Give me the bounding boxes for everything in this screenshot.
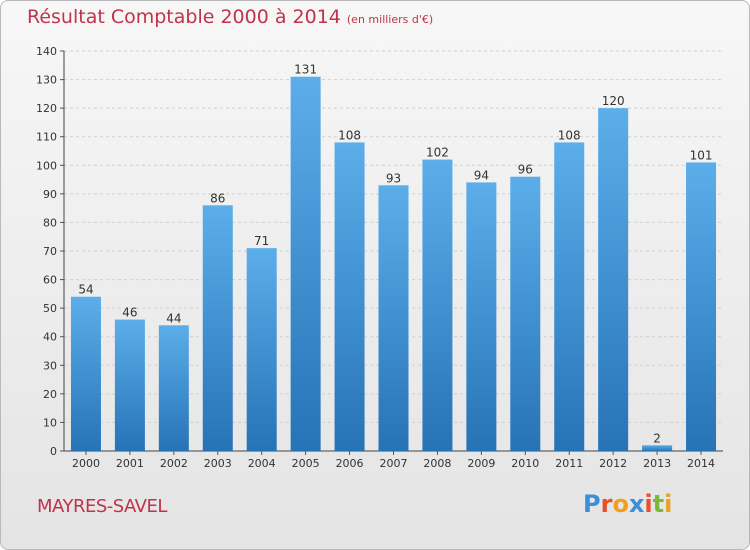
data-label: 101 bbox=[690, 148, 713, 162]
y-tick-label: 40 bbox=[43, 331, 57, 344]
y-tick-label: 140 bbox=[36, 45, 57, 58]
bar bbox=[246, 248, 277, 451]
x-tick-label: 2000 bbox=[72, 457, 100, 470]
y-tick-label: 80 bbox=[43, 216, 57, 229]
y-tick-label: 30 bbox=[43, 359, 57, 372]
data-label: 108 bbox=[558, 128, 581, 142]
data-label: 86 bbox=[210, 191, 225, 205]
logo-letter: P bbox=[583, 490, 601, 518]
data-label: 2 bbox=[653, 431, 661, 445]
title-main: Résultat Comptable 2000 à 2014 bbox=[27, 6, 341, 28]
bar bbox=[642, 445, 673, 451]
x-tick-label: 2004 bbox=[248, 457, 276, 470]
x-tick-label: 2002 bbox=[160, 457, 188, 470]
data-label: 94 bbox=[474, 168, 489, 182]
data-label: 120 bbox=[602, 94, 625, 108]
y-tick-label: 20 bbox=[43, 388, 57, 401]
bar bbox=[70, 296, 101, 451]
logo-letter: t bbox=[652, 490, 665, 518]
data-label: 96 bbox=[518, 163, 533, 177]
bar bbox=[466, 182, 497, 451]
logo-letter: i bbox=[664, 490, 673, 518]
y-tick-label: 0 bbox=[50, 445, 57, 458]
x-tick-label: 2014 bbox=[687, 457, 715, 470]
bar bbox=[334, 142, 365, 451]
x-tick-label: 2001 bbox=[116, 457, 144, 470]
x-tick-label: 2005 bbox=[292, 457, 320, 470]
x-tick-label: 2006 bbox=[336, 457, 364, 470]
data-label: 102 bbox=[426, 146, 449, 160]
bar bbox=[598, 108, 629, 452]
data-label: 93 bbox=[386, 171, 401, 185]
proxiti-logo: Proxiti bbox=[583, 490, 672, 518]
bar bbox=[202, 205, 233, 451]
chart-title: Résultat Comptable 2000 à 2014 (en millie… bbox=[27, 6, 433, 28]
bar bbox=[422, 159, 453, 452]
x-tick-label: 2012 bbox=[599, 457, 627, 470]
bar bbox=[158, 325, 189, 451]
y-tick-label: 110 bbox=[36, 131, 57, 144]
data-label: 131 bbox=[294, 63, 317, 77]
bar bbox=[510, 176, 541, 451]
bar bbox=[378, 185, 409, 452]
bar bbox=[290, 76, 321, 451]
commune-name: MAYRES-SAVEL bbox=[37, 496, 167, 517]
data-label: 71 bbox=[254, 234, 269, 248]
y-tick-label: 130 bbox=[36, 74, 57, 87]
y-tick-label: 50 bbox=[43, 302, 57, 315]
x-tick-label: 2007 bbox=[380, 457, 408, 470]
y-tick-label: 70 bbox=[43, 245, 57, 258]
y-tick-label: 10 bbox=[43, 416, 57, 429]
y-tick-label: 90 bbox=[43, 188, 57, 201]
title-subtitle: (en milliers d'€) bbox=[346, 13, 434, 26]
data-label: 44 bbox=[166, 311, 181, 325]
x-tick-label: 2011 bbox=[555, 457, 583, 470]
x-tick-label: 2010 bbox=[511, 457, 539, 470]
bar bbox=[554, 142, 585, 451]
logo-letter: x bbox=[628, 490, 645, 518]
x-tick-label: 2008 bbox=[423, 457, 451, 470]
logo-letter: r bbox=[600, 490, 613, 518]
y-tick-label: 100 bbox=[36, 159, 57, 172]
data-label: 108 bbox=[338, 128, 361, 142]
x-tick-label: 2003 bbox=[204, 457, 232, 470]
logo-letter: o bbox=[612, 490, 629, 518]
x-tick-label: 2013 bbox=[643, 457, 671, 470]
data-label: 46 bbox=[122, 306, 137, 320]
y-tick-label: 60 bbox=[43, 274, 57, 287]
x-tick-label: 2009 bbox=[467, 457, 495, 470]
y-tick-label: 120 bbox=[36, 102, 57, 115]
logo-letter: i bbox=[644, 490, 653, 518]
bar bbox=[114, 319, 145, 451]
data-label: 54 bbox=[78, 283, 93, 297]
bar bbox=[686, 162, 717, 451]
